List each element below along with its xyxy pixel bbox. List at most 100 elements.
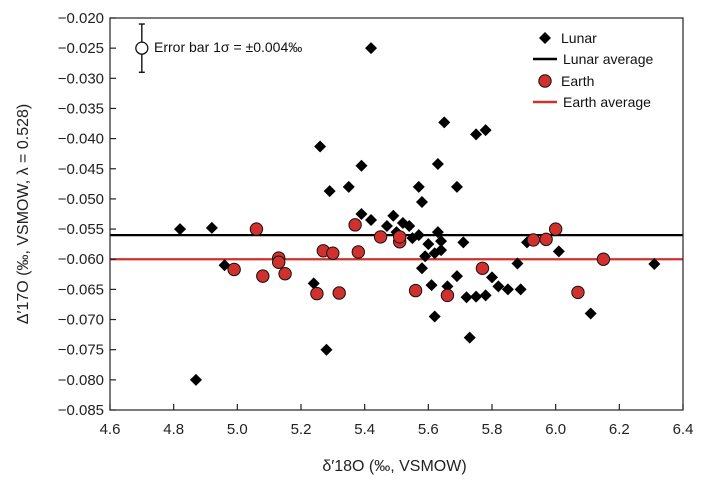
lunar-point bbox=[648, 258, 661, 271]
lunar-point bbox=[501, 283, 514, 296]
earth-point bbox=[348, 218, 362, 232]
lunar-point bbox=[479, 289, 492, 302]
lunar-point bbox=[428, 310, 441, 323]
y-tick-label: −0.080 bbox=[58, 372, 104, 389]
earth-point bbox=[249, 222, 264, 236]
legend: Lunar Lunar average Earth Earth average bbox=[533, 30, 654, 110]
y-tick-label: −0.055 bbox=[58, 221, 104, 238]
earth-point bbox=[227, 262, 241, 277]
lunar-point bbox=[355, 159, 368, 172]
y-tick-label: −0.060 bbox=[58, 251, 104, 268]
y-tick-label: −0.085 bbox=[58, 402, 104, 419]
x-tick-label: 5.0 bbox=[227, 421, 248, 438]
y-tick-label: −0.035 bbox=[58, 100, 104, 117]
lunar-point bbox=[584, 307, 597, 320]
lunar-point bbox=[479, 124, 492, 137]
earth-point bbox=[373, 230, 388, 244]
x-tick-label: 6.0 bbox=[545, 421, 566, 438]
lunar-point bbox=[514, 283, 527, 296]
legend-circle-icon bbox=[538, 74, 552, 88]
lunar-point bbox=[511, 257, 524, 270]
lunar-point bbox=[320, 343, 333, 356]
error-bar-label: Error bar 1σ = ±0.004‰ bbox=[154, 39, 302, 55]
plot-frame bbox=[109, 17, 684, 411]
lunar-point bbox=[463, 331, 476, 344]
earth-point bbox=[272, 255, 286, 269]
y-tick-label: −0.075 bbox=[58, 342, 104, 359]
x-tick-label: 5.4 bbox=[354, 421, 375, 438]
lunar-point bbox=[435, 244, 448, 257]
x-tick-label: 5.2 bbox=[291, 421, 312, 438]
earth-point bbox=[310, 286, 324, 301]
y-tick-label: −0.040 bbox=[58, 131, 104, 148]
lunar-point bbox=[415, 262, 428, 275]
lunar-point bbox=[342, 180, 355, 193]
earth-point bbox=[571, 285, 585, 300]
x-tick-label: 5.8 bbox=[482, 421, 503, 438]
x-axis-title: δ′18O (‰, VSMOW) bbox=[322, 458, 466, 475]
lunar-point bbox=[438, 116, 451, 129]
y-tick-label: −0.045 bbox=[58, 161, 104, 178]
x-tick-label: 4.6 bbox=[100, 421, 121, 438]
lunar-point bbox=[412, 180, 425, 193]
lunar-point bbox=[403, 220, 416, 233]
legend-earth: Earth bbox=[538, 73, 594, 89]
plot-layer bbox=[110, 42, 683, 386]
earth-point bbox=[408, 283, 423, 298]
lunar-point bbox=[431, 226, 444, 239]
lunar-point bbox=[307, 277, 320, 290]
lunar-point bbox=[387, 209, 400, 222]
legend-lunar-average: Lunar average bbox=[533, 51, 654, 67]
lunar-point bbox=[365, 214, 378, 227]
legend-earth-average: Earth average bbox=[533, 94, 651, 110]
y-tick-label: −0.065 bbox=[58, 281, 104, 298]
lunar-point bbox=[174, 223, 187, 236]
earth-point bbox=[278, 267, 292, 281]
legend-lunar: Lunar bbox=[539, 30, 597, 46]
earth-point bbox=[351, 245, 365, 259]
lunar-point bbox=[189, 373, 202, 386]
lunar-point bbox=[450, 270, 463, 283]
lunar-point bbox=[380, 220, 393, 233]
lunar-point bbox=[441, 280, 454, 293]
y-tick-label: −0.025 bbox=[58, 40, 104, 57]
error-bar-marker bbox=[135, 41, 149, 55]
lunar-point bbox=[205, 221, 218, 234]
y-tick-label: −0.030 bbox=[58, 70, 104, 87]
lunar-point bbox=[552, 245, 565, 258]
x-tick-label: 6.2 bbox=[609, 421, 630, 438]
legend-label: Lunar average bbox=[563, 51, 654, 67]
lunar-point bbox=[415, 195, 428, 208]
lunar-point bbox=[425, 279, 438, 292]
y-tick-label: −0.020 bbox=[58, 10, 104, 27]
axis-layer: 4.6 4.8 5.0 5.2 5.4 5.6 5.8 6.0 6.2 6.4 −0.020 −0.0… bbox=[58, 10, 694, 438]
lunar-point bbox=[457, 236, 470, 249]
legend-diamond-icon bbox=[539, 32, 551, 44]
error-bar-annotation: Error bar 1σ = ±0.004‰ bbox=[135, 23, 302, 73]
lunar-point bbox=[486, 271, 498, 284]
lunar-point bbox=[470, 128, 483, 141]
lunar-point bbox=[435, 235, 448, 248]
lunar-point bbox=[419, 250, 432, 263]
legend-label: Lunar bbox=[561, 30, 597, 46]
earth-point bbox=[332, 286, 346, 300]
earth-point bbox=[440, 288, 455, 303]
lunar-point bbox=[314, 140, 327, 153]
earth-point bbox=[392, 230, 407, 244]
earth-point bbox=[256, 269, 270, 283]
lunar-point bbox=[355, 208, 368, 220]
lunar-point bbox=[323, 185, 336, 198]
x-tick-label: 6.4 bbox=[673, 421, 694, 438]
y-tick-label: −0.070 bbox=[58, 312, 104, 329]
legend-label: Earth bbox=[561, 73, 594, 89]
x-tick-label: 5.6 bbox=[418, 421, 439, 438]
x-tick-label: 4.8 bbox=[163, 421, 184, 438]
lunar-point bbox=[431, 157, 444, 170]
earth-point bbox=[548, 222, 563, 236]
earth-point bbox=[596, 252, 611, 266]
y-axis-title: Δ′17O (‰, VSMOW, λ = 0.528) bbox=[15, 104, 32, 324]
lunar-point bbox=[470, 290, 483, 303]
lunar-point bbox=[422, 238, 435, 251]
